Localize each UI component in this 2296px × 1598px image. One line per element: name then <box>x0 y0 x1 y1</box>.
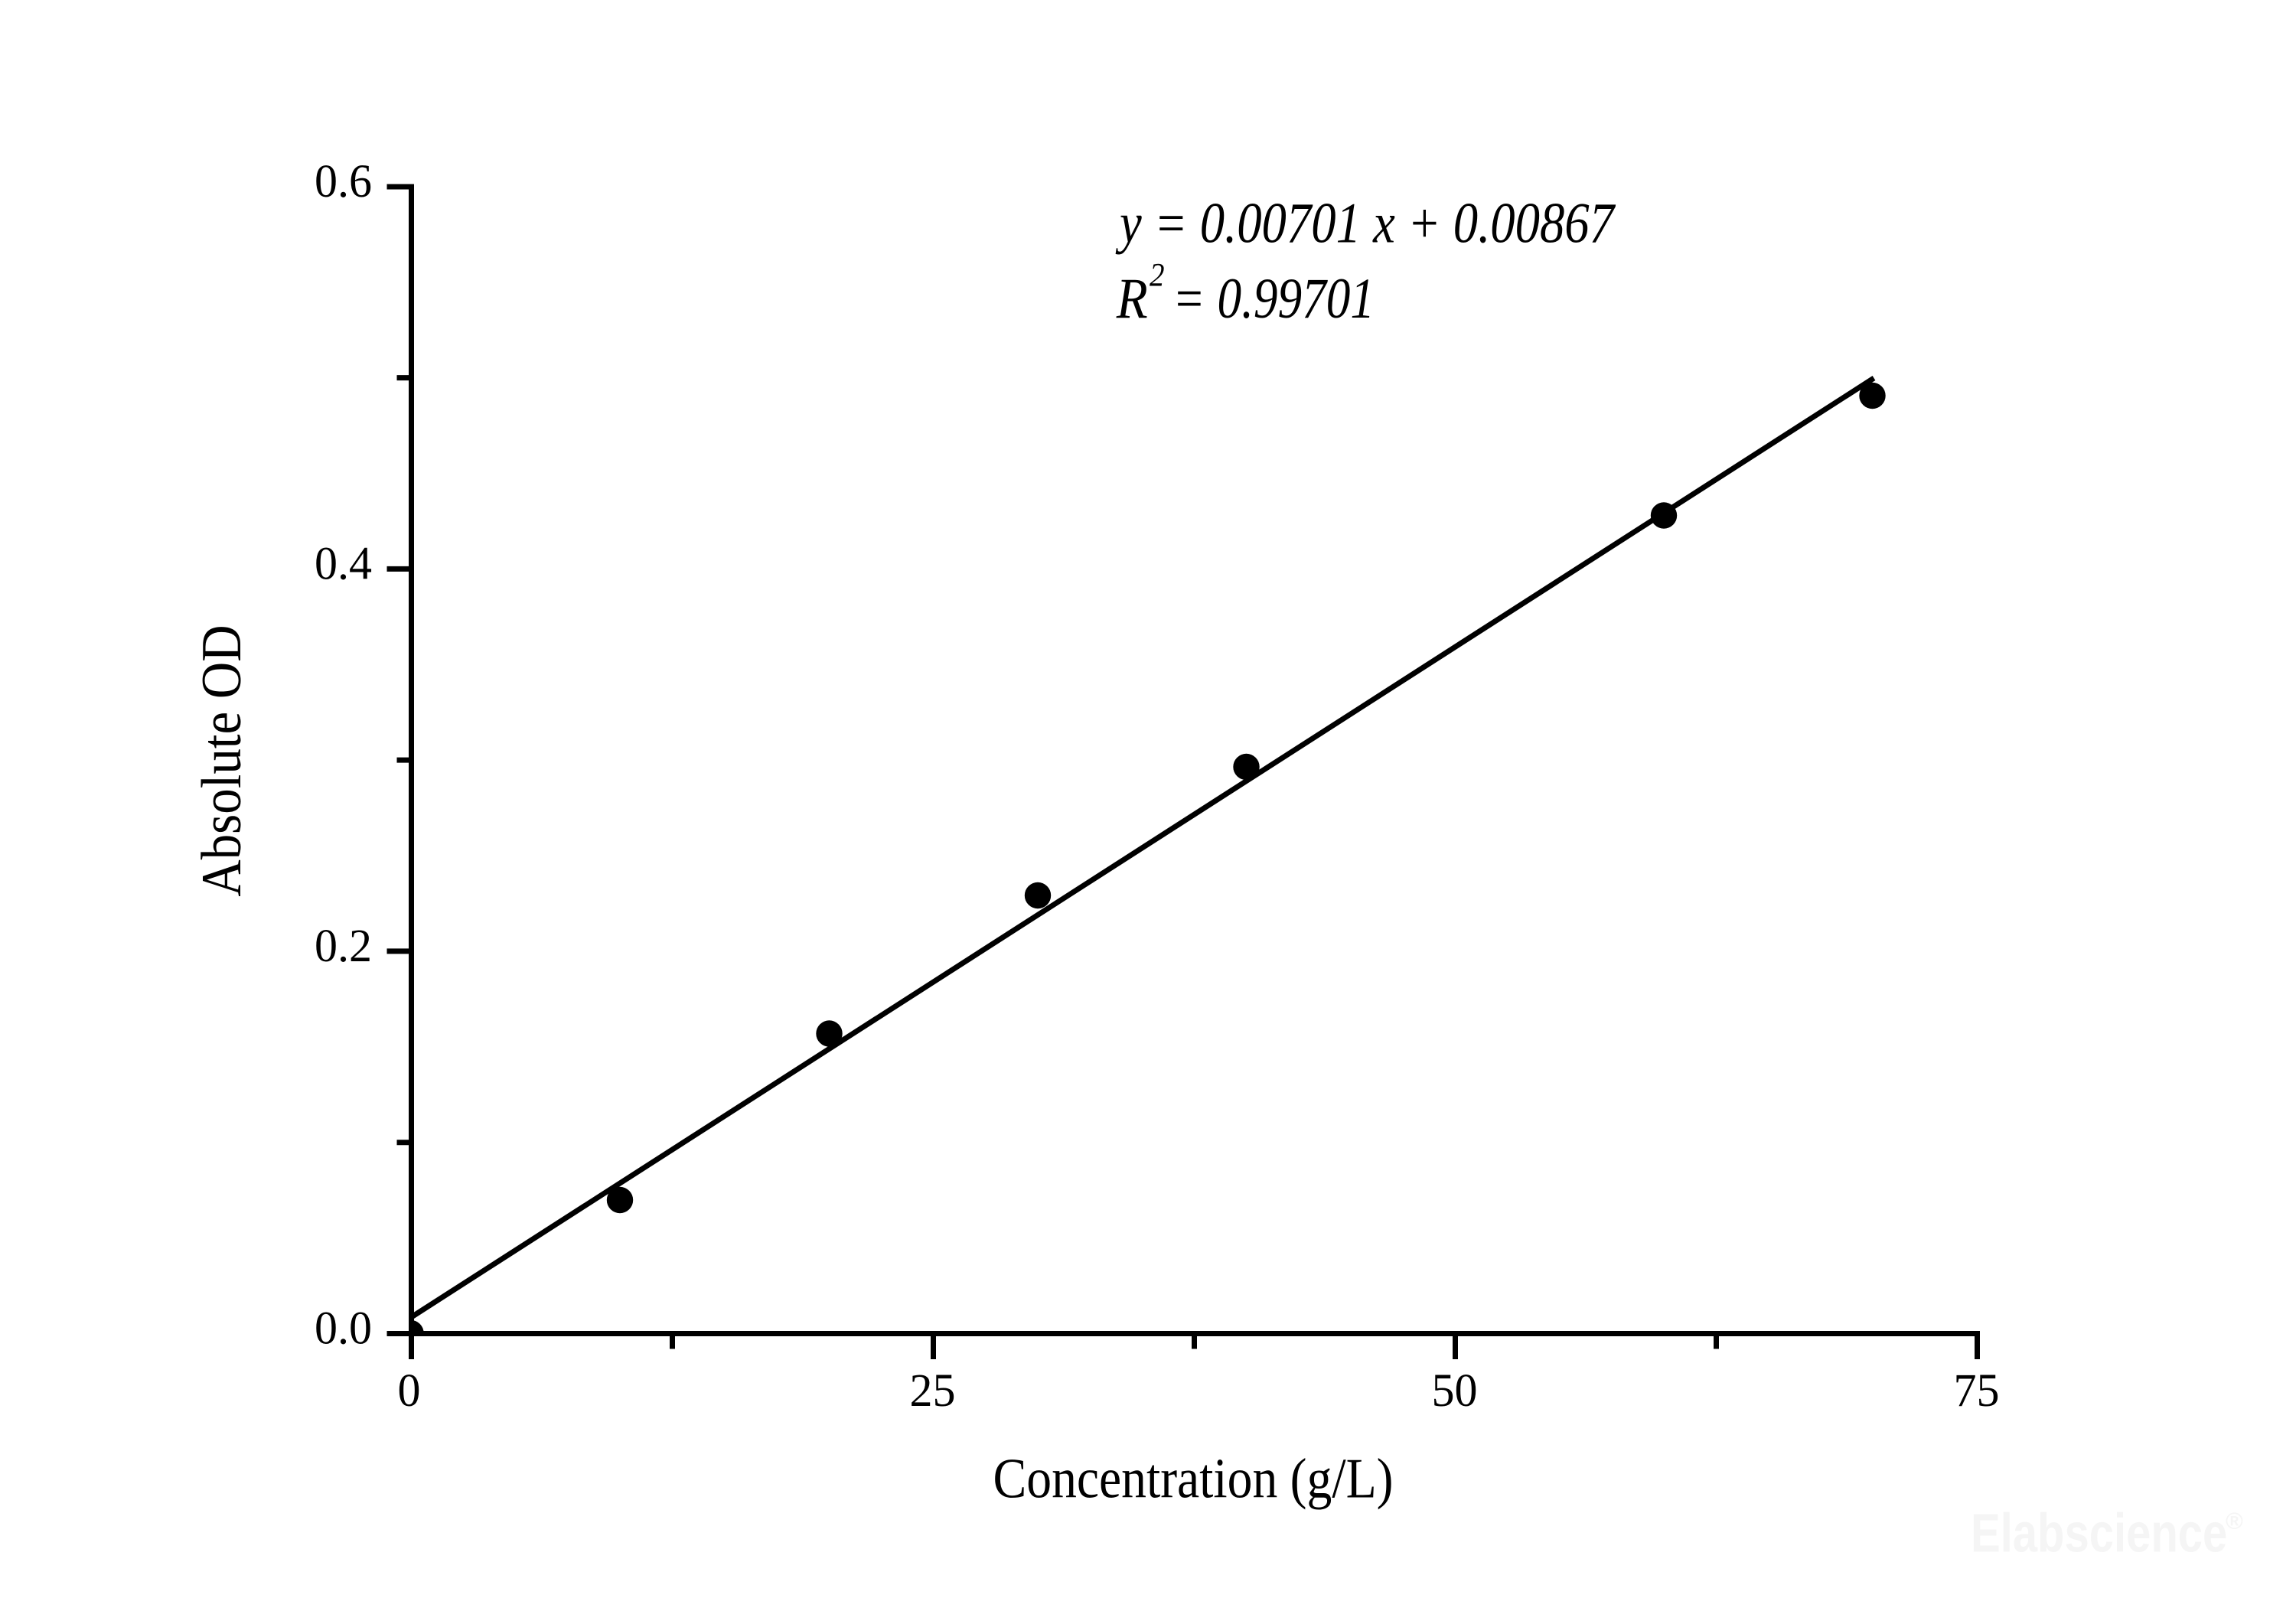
svg-text:0.6: 0.6 <box>315 155 372 207</box>
svg-text:Absolute OD: Absolute OD <box>191 625 253 896</box>
svg-text:0: 0 <box>398 1365 421 1417</box>
svg-text:50: 50 <box>1432 1365 1478 1417</box>
svg-text:75: 75 <box>1954 1365 2000 1417</box>
svg-text:2: 2 <box>1150 256 1165 293</box>
svg-text:0.2: 0.2 <box>315 920 372 972</box>
svg-text:Elabscience: Elabscience <box>1971 1502 2227 1564</box>
svg-text:R: R <box>1116 267 1148 330</box>
svg-text:= 0.99701: = 0.99701 <box>1172 267 1375 330</box>
svg-text:®: ® <box>2226 1508 2243 1534</box>
svg-text:0.4: 0.4 <box>315 538 372 590</box>
svg-text:0.0: 0.0 <box>315 1303 372 1355</box>
svg-text:25: 25 <box>910 1365 956 1417</box>
svg-text:y = 0.00701 x + 0.00867: y = 0.00701 x + 0.00867 <box>1116 192 1616 255</box>
svg-text:Concentration (g/L): Concentration (g/L) <box>993 1448 1394 1511</box>
